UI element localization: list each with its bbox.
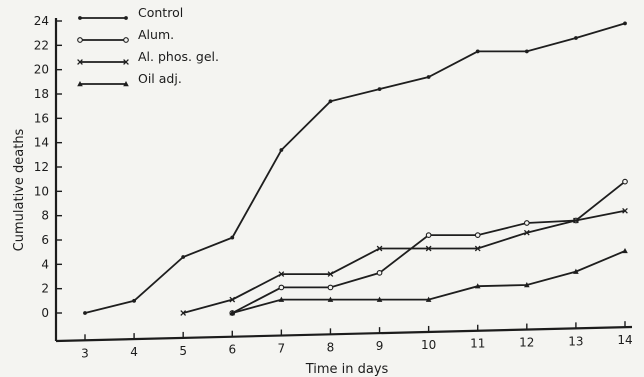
legend-item: Oil adj. <box>77 71 182 87</box>
x-axis-line <box>55 325 633 343</box>
y-tick-label: 14 <box>34 136 49 150</box>
data-point <box>327 296 334 302</box>
data-point <box>327 284 334 291</box>
y-tick-label: 4 <box>41 257 49 271</box>
x-tick-label: 12 <box>519 336 534 350</box>
legend: Control Alum. Al. phos. gel. Oil adj. <box>77 5 219 87</box>
data-point <box>328 99 333 104</box>
data-point <box>180 310 187 316</box>
y-tick-label: 24 <box>34 14 49 28</box>
y-tick-label: 10 <box>34 184 49 198</box>
data-point <box>376 296 383 302</box>
data-point <box>376 270 383 276</box>
data-point <box>278 284 285 291</box>
x-tick-label: 5 <box>179 344 187 358</box>
data-point <box>425 296 432 302</box>
data-point <box>327 271 334 277</box>
data-point <box>573 268 579 274</box>
series-2 <box>180 207 628 316</box>
data-point <box>622 247 628 254</box>
y-tick-label: 16 <box>34 111 49 125</box>
data-point <box>622 207 628 214</box>
x-tick-label: 3 <box>81 346 89 360</box>
x-tick-label: 8 <box>327 340 335 354</box>
x-tick-label: 13 <box>568 334 583 348</box>
data-point <box>229 310 236 316</box>
data-point <box>279 148 284 152</box>
data-point <box>622 178 628 185</box>
data-point <box>124 16 128 20</box>
data-point <box>523 220 530 226</box>
data-point <box>425 232 432 238</box>
data-point <box>426 75 431 79</box>
legend-item: Al. phos. gel. <box>77 49 219 65</box>
data-point <box>278 296 285 302</box>
x-tick-label: 6 <box>228 343 236 357</box>
data-point <box>425 245 432 252</box>
data-point <box>77 37 83 43</box>
data-point <box>573 217 579 224</box>
data-point <box>78 16 82 20</box>
data-point <box>377 87 382 92</box>
data-point <box>523 229 530 236</box>
y-tick-label: 0 <box>41 306 49 320</box>
data-point <box>77 59 83 65</box>
data-point <box>524 282 530 288</box>
series-3 <box>229 247 628 316</box>
data-point <box>230 235 235 240</box>
series-0 <box>83 21 627 315</box>
data-point <box>123 59 129 65</box>
data-point <box>574 36 578 40</box>
y-tick-label: 2 <box>41 282 49 296</box>
x-tick-label: 9 <box>376 339 384 353</box>
data-point <box>474 283 481 289</box>
data-point <box>474 232 481 238</box>
legend-label: Oil adj. <box>138 71 182 86</box>
y-tick-label: 12 <box>34 160 49 174</box>
y-tick-label: 6 <box>41 233 49 247</box>
data-point <box>181 255 186 259</box>
x-tick-label: 10 <box>421 338 436 352</box>
x-tick-label: 14 <box>617 333 632 347</box>
data-point <box>376 245 383 252</box>
x-tick-label: 11 <box>470 337 485 351</box>
legend-item: Alum. <box>77 27 174 43</box>
series-line <box>231 180 626 314</box>
data-point <box>278 271 285 277</box>
legend-label: Control <box>138 5 183 20</box>
data-point <box>623 21 627 26</box>
data-point <box>475 49 480 54</box>
data-point <box>132 298 136 303</box>
data-point <box>83 311 87 315</box>
legend-item: Control <box>78 5 183 20</box>
x-axis-label: Time in days <box>305 362 389 377</box>
x-tick-label: 4 <box>130 345 138 359</box>
legend-label: Al. phos. gel. <box>138 49 219 64</box>
data-point <box>77 81 83 87</box>
series-group <box>83 21 628 316</box>
series-line <box>182 209 626 314</box>
data-point <box>474 245 481 252</box>
y-tick-label: 20 <box>34 63 49 77</box>
series-line <box>84 22 626 314</box>
data-point <box>123 37 129 43</box>
y-tick-label: 22 <box>34 38 49 52</box>
data-point <box>229 296 236 303</box>
data-point <box>524 49 529 54</box>
x-tick-label: 7 <box>278 342 286 356</box>
series-line <box>232 250 626 314</box>
series-1 <box>229 178 628 316</box>
legend-label: Alum. <box>138 27 174 42</box>
y-axis-label: Cumulative deaths <box>12 128 27 251</box>
y-tick-label: 18 <box>34 87 49 101</box>
y-tick-label: 8 <box>41 209 49 223</box>
data-point <box>123 81 129 87</box>
